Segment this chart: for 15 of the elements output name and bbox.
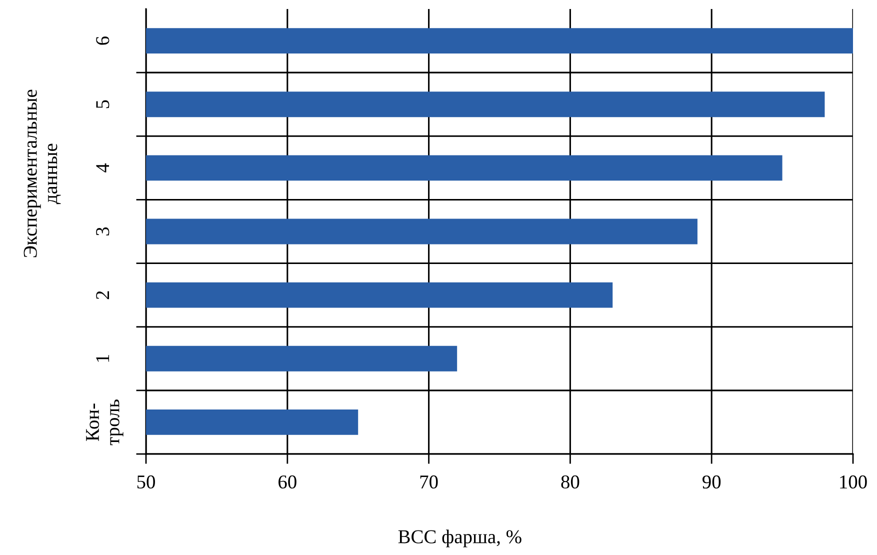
y-tick-label: 1 [96, 354, 110, 362]
x-tick-label: 100 [840, 475, 867, 489]
y-tick-label: 6 [96, 36, 110, 45]
y-tick-label: Кон- троль [86, 400, 124, 446]
y-tick-label: 2 [96, 291, 110, 300]
x-tick-label: 50 [137, 475, 155, 489]
x-tick-label: 70 [420, 475, 438, 489]
x-axis-title: ВСС фарша, % [398, 530, 522, 548]
x-tick-label: 80 [561, 475, 580, 489]
y-tick-label: 5 [96, 100, 110, 108]
x-tick-label: 90 [702, 475, 721, 489]
y-tick-label: 4 [96, 163, 110, 172]
y-axis-title: Экспериментальные данные [24, 90, 61, 258]
y-tick-label: 3 [96, 227, 110, 236]
x-tick-label: 60 [278, 475, 296, 489]
